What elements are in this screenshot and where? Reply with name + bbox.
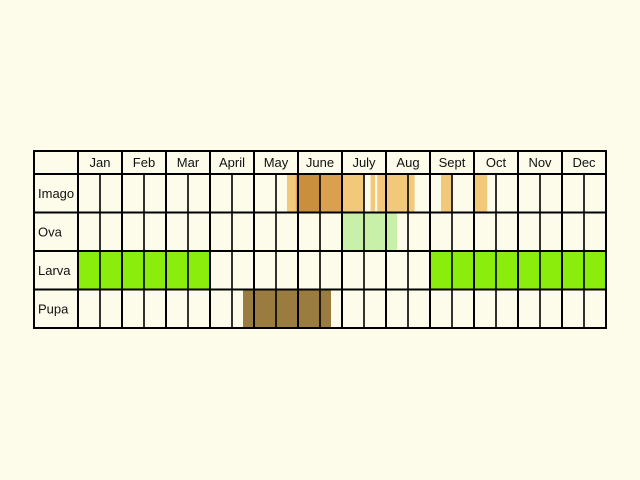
- bar-ova-0: [342, 212, 397, 251]
- bar-imago-7: [441, 174, 452, 213]
- tick-labels: Jan Feb Mar April May June July Aug Sept Oct Nov De…: [38, 155, 596, 316]
- stage-label: Larva: [38, 263, 71, 278]
- stage-label: Imago: [38, 186, 74, 201]
- month-label: April: [219, 155, 245, 170]
- month-label: Aug: [396, 155, 419, 170]
- month-label: June: [306, 155, 334, 170]
- bar-imago-3: [320, 174, 342, 213]
- bar-imago-4: [342, 174, 364, 213]
- month-label: Nov: [528, 155, 552, 170]
- month-label: July: [352, 155, 376, 170]
- bar-imago-6: [377, 174, 415, 213]
- month-label: May: [264, 155, 289, 170]
- month-label: Sept: [439, 155, 466, 170]
- bar-imago-2: [298, 174, 320, 213]
- month-label: Oct: [486, 155, 507, 170]
- bar-pupa-0: [243, 289, 331, 328]
- month-label: Jan: [90, 155, 111, 170]
- bar-imago-8: [474, 174, 488, 213]
- month-label: Dec: [572, 155, 596, 170]
- bar-imago-5: [370, 174, 375, 213]
- stage-label: Pupa: [38, 301, 69, 316]
- stage-label: Ova: [38, 224, 63, 239]
- month-label: Feb: [133, 155, 155, 170]
- bar-imago-1: [295, 174, 298, 213]
- grid-lines: [33, 150, 607, 329]
- month-label: Mar: [177, 155, 200, 170]
